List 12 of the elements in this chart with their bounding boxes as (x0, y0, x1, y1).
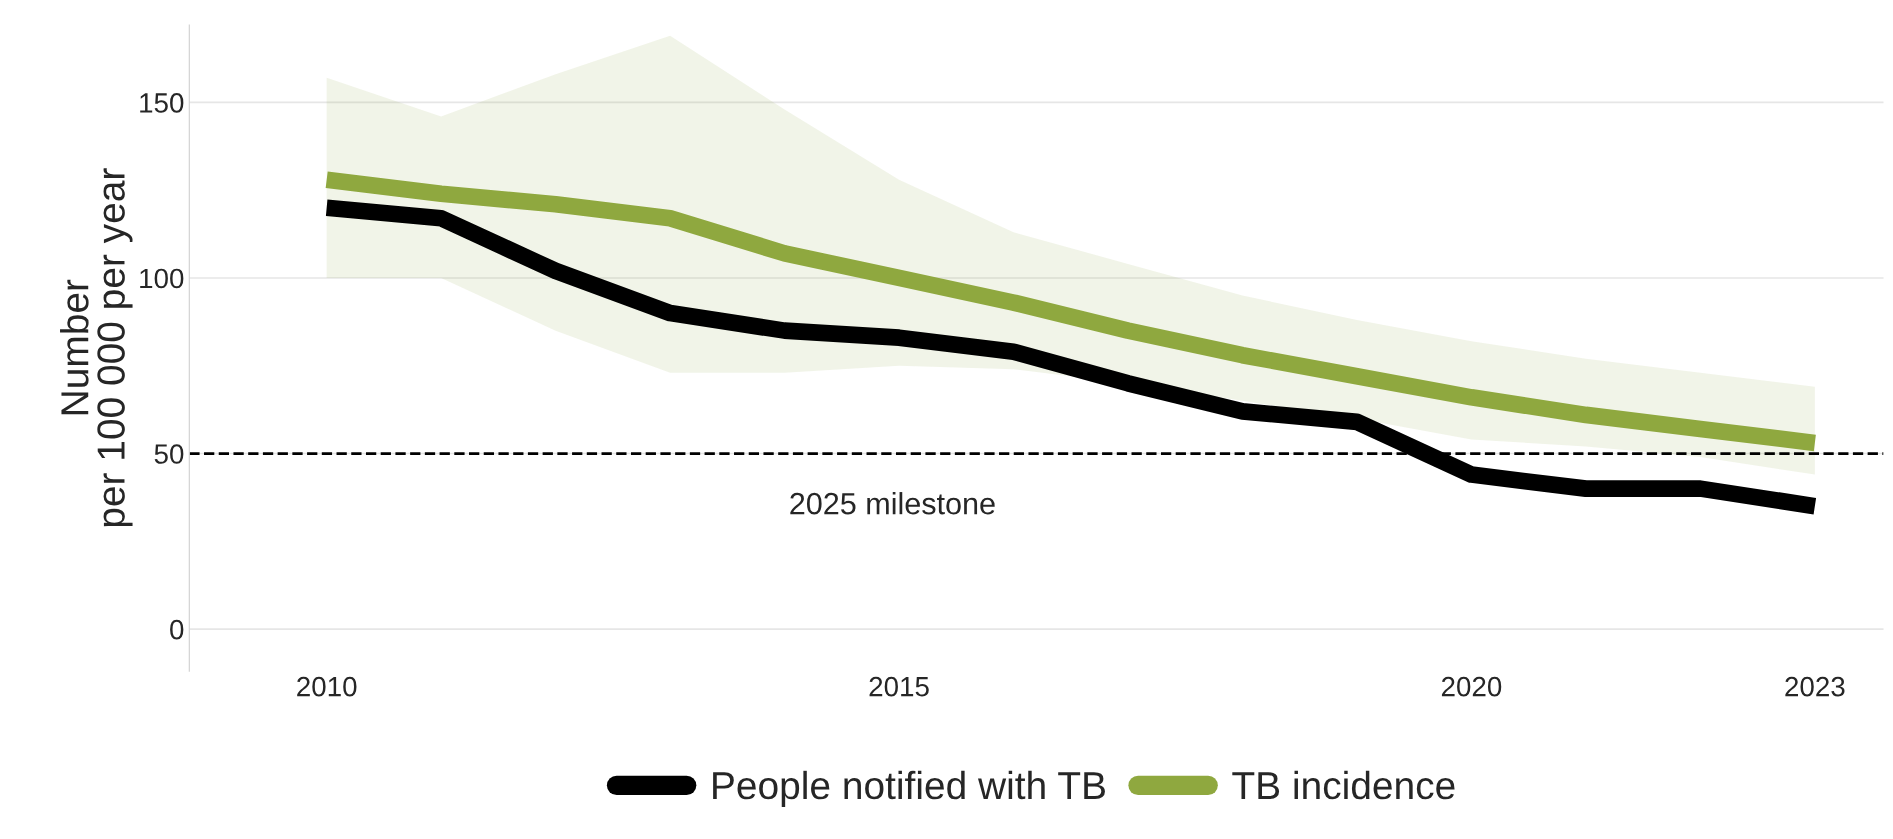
legend-label: People notified with TB (713, 770, 1105, 808)
y-tick-label: 0 (170, 619, 184, 640)
ref-line-label: 2025 milestone (790, 492, 995, 515)
x-tick-label: 2023 (1785, 676, 1845, 697)
x-tick-label: 2020 (1441, 676, 1502, 697)
y-tick-label: 50 (154, 444, 184, 464)
x-tick-label: 2010 (297, 676, 357, 697)
y-tick-label: 150 (140, 93, 184, 113)
legend-label: TB incidence (1232, 770, 1455, 800)
y-tick-label: 100 (140, 268, 184, 289)
x-tick-label: 2015 (869, 676, 929, 697)
y-axis-title: Number per 100 000 per year (60, 168, 133, 527)
